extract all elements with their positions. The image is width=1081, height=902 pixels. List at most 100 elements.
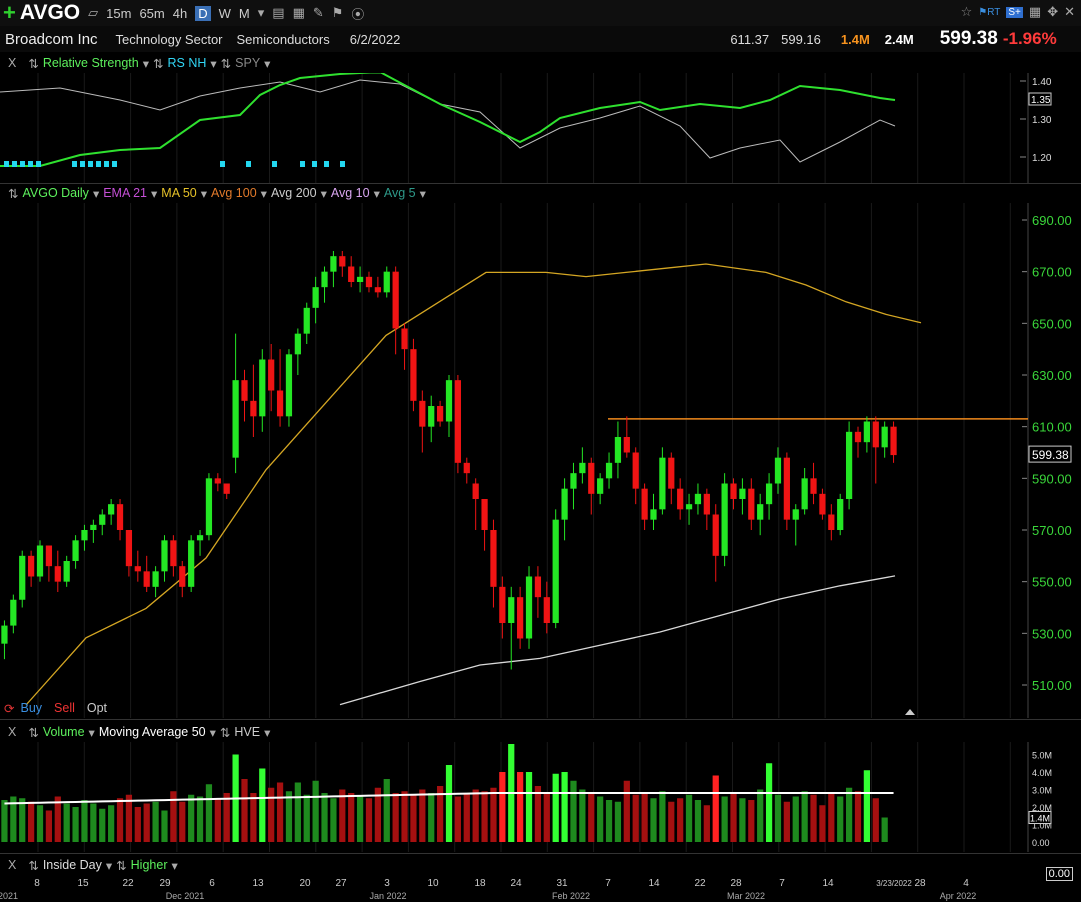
- hve-label[interactable]: HVE: [234, 725, 261, 739]
- indicator-dropdown-icon[interactable]: ▾: [92, 186, 100, 201]
- rsnh-label[interactable]: RS NH: [167, 56, 207, 70]
- inside-day-label[interactable]: Inside Day: [42, 858, 102, 872]
- current-price-box: [1028, 445, 1072, 463]
- avg200-dropdown-icon[interactable]: ▾: [320, 186, 327, 201]
- volume-bar: [561, 772, 568, 842]
- volume-dropdown-icon[interactable]: ▾: [88, 725, 95, 740]
- volume-bar: [810, 794, 817, 842]
- volume-bar: [241, 779, 248, 842]
- hve-sort-icon[interactable]: ⇅: [219, 725, 231, 740]
- volume-bar: [543, 793, 550, 842]
- rs-nh-marker: [104, 161, 109, 167]
- avg5-dropdown-icon[interactable]: ▾: [419, 186, 426, 201]
- volume-ma-dropdown-icon[interactable]: ▾: [209, 725, 216, 740]
- volume-bar: [730, 793, 737, 842]
- volume-bar: [552, 773, 559, 842]
- rs-label[interactable]: Relative Strength: [42, 56, 139, 70]
- candle-body: [659, 457, 666, 510]
- spy-dropdown-icon[interactable]: ▾: [264, 56, 271, 71]
- industry-label[interactable]: Semiconductors: [236, 31, 330, 47]
- indicator-ma50[interactable]: MA 50: [161, 186, 197, 200]
- rsnh-sort-icon[interactable]: ⇅: [153, 56, 164, 71]
- pencil-icon[interactable]: ✎: [312, 5, 324, 20]
- volume-bar: [188, 794, 195, 842]
- opt-button[interactable]: Opt: [86, 701, 108, 715]
- inside-day-sort-icon[interactable]: ⇅: [28, 858, 39, 873]
- share-icon[interactable]: ⦿: [351, 6, 365, 22]
- buy-button[interactable]: Buy: [20, 701, 43, 715]
- x-day-label: 28: [914, 878, 926, 889]
- candle-body: [739, 488, 746, 499]
- volume-bar: [419, 789, 426, 842]
- avg10-dropdown-icon[interactable]: ▾: [373, 186, 380, 201]
- volume-chart[interactable]: 5.0M 4.0M 3.0M 2.0M 1.0M 0.00 1.4M: [0, 742, 1081, 852]
- avg100-dropdown-icon[interactable]: ▾: [260, 186, 267, 201]
- sell-button[interactable]: Sell: [54, 701, 75, 715]
- timeframe-d[interactable]: D: [195, 5, 211, 21]
- timeframe-65m[interactable]: 65m: [139, 5, 165, 21]
- candle-body: [179, 566, 186, 587]
- volume-ma-label[interactable]: Moving Average 50: [98, 725, 206, 739]
- sort-icon[interactable]: ⇅: [28, 56, 39, 71]
- pattern-close-button[interactable]: X: [8, 858, 17, 872]
- indicator-avgo-daily[interactable]: AVGO Daily: [22, 186, 89, 200]
- star-icon[interactable]: ☆: [960, 4, 973, 19]
- indicator-avg10[interactable]: Avg 10: [330, 186, 370, 200]
- move-icon[interactable]: ✥: [1047, 4, 1059, 19]
- x-day-label: 22: [122, 878, 134, 889]
- rs-dropdown-icon[interactable]: ▾: [142, 56, 149, 71]
- x-month-label: Jan 2022: [369, 891, 406, 901]
- chart-type-icon[interactable]: ▱: [88, 5, 99, 20]
- volume-bar: [748, 800, 755, 842]
- rs-nh-marker: [36, 161, 41, 167]
- higher-sort-icon[interactable]: ⇅: [116, 858, 127, 873]
- volume-close-button[interactable]: X: [8, 725, 17, 739]
- sector-label[interactable]: Technology Sector: [115, 31, 223, 47]
- text-icon[interactable]: ▤: [272, 5, 285, 20]
- volume-bar: [223, 793, 230, 842]
- volume-sort-icon[interactable]: ⇅: [28, 725, 39, 740]
- volume-bar: [383, 779, 390, 842]
- symbol-label[interactable]: AVGO: [19, 1, 81, 24]
- rs-nh-marker: [28, 161, 33, 167]
- timeframe-dropdown-icon[interactable]: ▾: [257, 5, 265, 20]
- realtime-icon[interactable]: ⚑RT: [978, 6, 1001, 18]
- volume-tick-label: 5.0M: [1032, 751, 1052, 761]
- spy-label[interactable]: SPY: [235, 56, 261, 70]
- timeframe-15m[interactable]: 15m: [106, 5, 132, 21]
- timeframe-w[interactable]: W: [218, 5, 231, 21]
- inside-day-dropdown-icon[interactable]: ▾: [105, 858, 113, 873]
- higher-label[interactable]: Higher: [130, 858, 168, 872]
- indicator-avg5[interactable]: Avg 5: [383, 186, 416, 200]
- calculator-icon[interactable]: ▦: [292, 5, 305, 20]
- volume-bar: [99, 808, 106, 842]
- ma-dropdown-icon[interactable]: ▾: [200, 186, 207, 201]
- stock-icon[interactable]: S+: [1006, 6, 1023, 18]
- trade-icon[interactable]: ⟳: [4, 701, 15, 716]
- close-window-icon[interactable]: ✕: [1064, 4, 1075, 19]
- grid-icon[interactable]: ▦: [1028, 4, 1042, 19]
- timeframe-4h[interactable]: 4h: [172, 5, 188, 21]
- price-chart[interactable]: 690.00 670.00 650.00 630.00 610.00 590.00 570.…: [0, 203, 1081, 718]
- volume-bar: [161, 810, 168, 842]
- rs-chart[interactable]: 1.40 1.30 1.20 1.35: [0, 73, 1081, 183]
- ema-dropdown-icon[interactable]: ▾: [151, 186, 158, 201]
- indicator-avg200[interactable]: Avg 200: [270, 186, 317, 200]
- avg200-line: [339, 575, 896, 706]
- volume-bar: [854, 791, 862, 842]
- volume-label[interactable]: Volume: [42, 725, 85, 739]
- add-symbol-icon[interactable]: +: [3, 0, 16, 25]
- timeframe-m[interactable]: M: [238, 5, 250, 21]
- x-axis: 8 15 22 29 6 13 20 27 3 10 18 24 31 7 14 22 28 7 14 3/23/20…: [0, 878, 976, 901]
- rs-close-button[interactable]: X: [8, 56, 17, 70]
- rsnh-dropdown-icon[interactable]: ▾: [210, 56, 217, 71]
- higher-dropdown-icon[interactable]: ▾: [171, 858, 178, 873]
- indicator-ema21[interactable]: EMA 21: [103, 186, 147, 200]
- indicator-avg100[interactable]: Avg 100: [211, 186, 257, 200]
- volume-bar: [259, 768, 266, 842]
- spy-sort-icon[interactable]: ⇅: [220, 56, 232, 71]
- flag-icon[interactable]: ⚑: [331, 5, 344, 20]
- hve-dropdown-icon[interactable]: ▾: [264, 725, 271, 740]
- price-sort-icon[interactable]: ⇅: [8, 186, 19, 201]
- rs-nh-marker: [220, 161, 225, 167]
